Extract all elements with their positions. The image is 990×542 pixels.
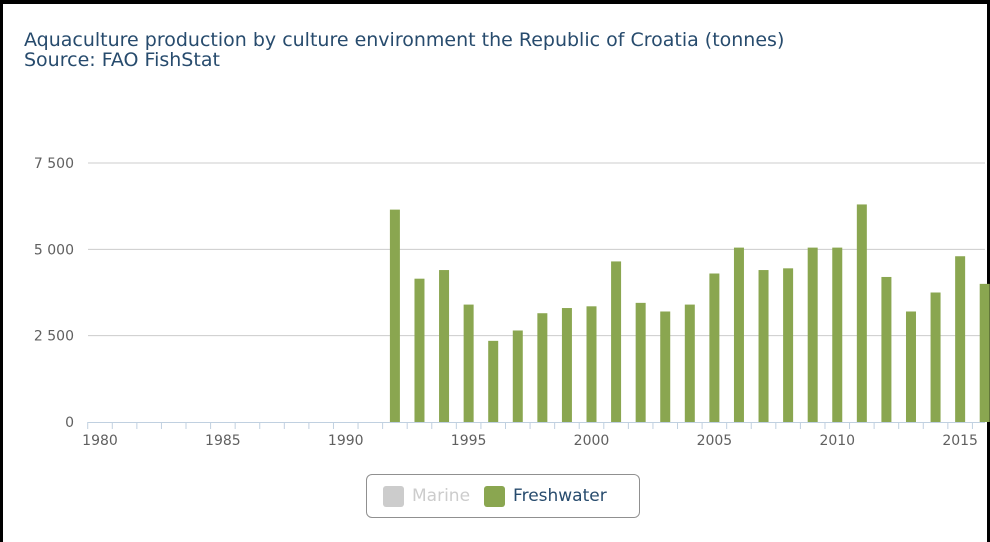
- y-tick-label: 5 000: [34, 242, 74, 258]
- bar-freshwater: [684, 304, 695, 422]
- x-tick-label: 1980: [82, 433, 118, 449]
- chart-legend: Marine Freshwater: [366, 474, 640, 518]
- bar-freshwater: [881, 276, 892, 422]
- chart-plot: 0 2 500 5 000 7 500 1980 1985 1990 1995 2000 2005…: [34, 156, 990, 449]
- bar-freshwater: [561, 308, 572, 422]
- bar-freshwater: [611, 261, 622, 422]
- bar-freshwater: [733, 247, 744, 422]
- x-tick-label: 2005: [697, 433, 733, 449]
- chart-title-block: Aquaculture production by culture enviro…: [24, 30, 784, 70]
- bar-freshwater: [635, 302, 646, 422]
- bar-freshwater: [905, 311, 916, 422]
- bar-freshwater: [807, 247, 818, 422]
- bar-freshwater: [463, 304, 474, 422]
- bar-freshwater: [832, 247, 843, 422]
- legend-item-marine[interactable]: Marine: [383, 485, 471, 507]
- bar-freshwater: [439, 270, 450, 422]
- legend-swatch-freshwater: [484, 485, 506, 507]
- y-tick-label: 2 500: [34, 329, 74, 345]
- bar-freshwater: [586, 306, 597, 422]
- y-tick-label: 0: [65, 415, 74, 431]
- x-tick-label: 2000: [574, 433, 610, 449]
- bar-freshwater: [389, 209, 400, 422]
- legend-label-marine: Marine: [412, 486, 471, 506]
- bar-freshwater: [979, 283, 990, 422]
- legend-swatch-marine: [383, 485, 404, 507]
- legend-item-freshwater[interactable]: Freshwater: [484, 485, 607, 507]
- x-tick-label: 2015: [942, 433, 978, 449]
- bar-freshwater: [930, 292, 941, 422]
- chart-title: Aquaculture production by culture enviro…: [24, 29, 785, 51]
- bar-freshwater: [758, 270, 769, 422]
- bar-freshwater: [488, 340, 499, 422]
- x-tick-label: 1990: [328, 433, 364, 449]
- y-tick-label: 7 500: [34, 156, 74, 172]
- x-tick-label: 2010: [819, 433, 855, 449]
- bar-freshwater: [414, 278, 425, 422]
- bar-freshwater: [660, 311, 671, 422]
- bar-freshwater: [783, 268, 794, 422]
- bar-freshwater: [856, 204, 867, 422]
- bar-freshwater: [709, 273, 720, 422]
- legend-label-freshwater: Freshwater: [513, 486, 607, 506]
- bar-freshwater: [537, 313, 548, 422]
- chart-subtitle: Source: FAO FishStat: [24, 49, 220, 71]
- x-tick-label: 1985: [205, 433, 241, 449]
- x-tick-label: 1995: [451, 433, 487, 449]
- bar-freshwater: [512, 330, 523, 422]
- bar-freshwater: [955, 256, 966, 422]
